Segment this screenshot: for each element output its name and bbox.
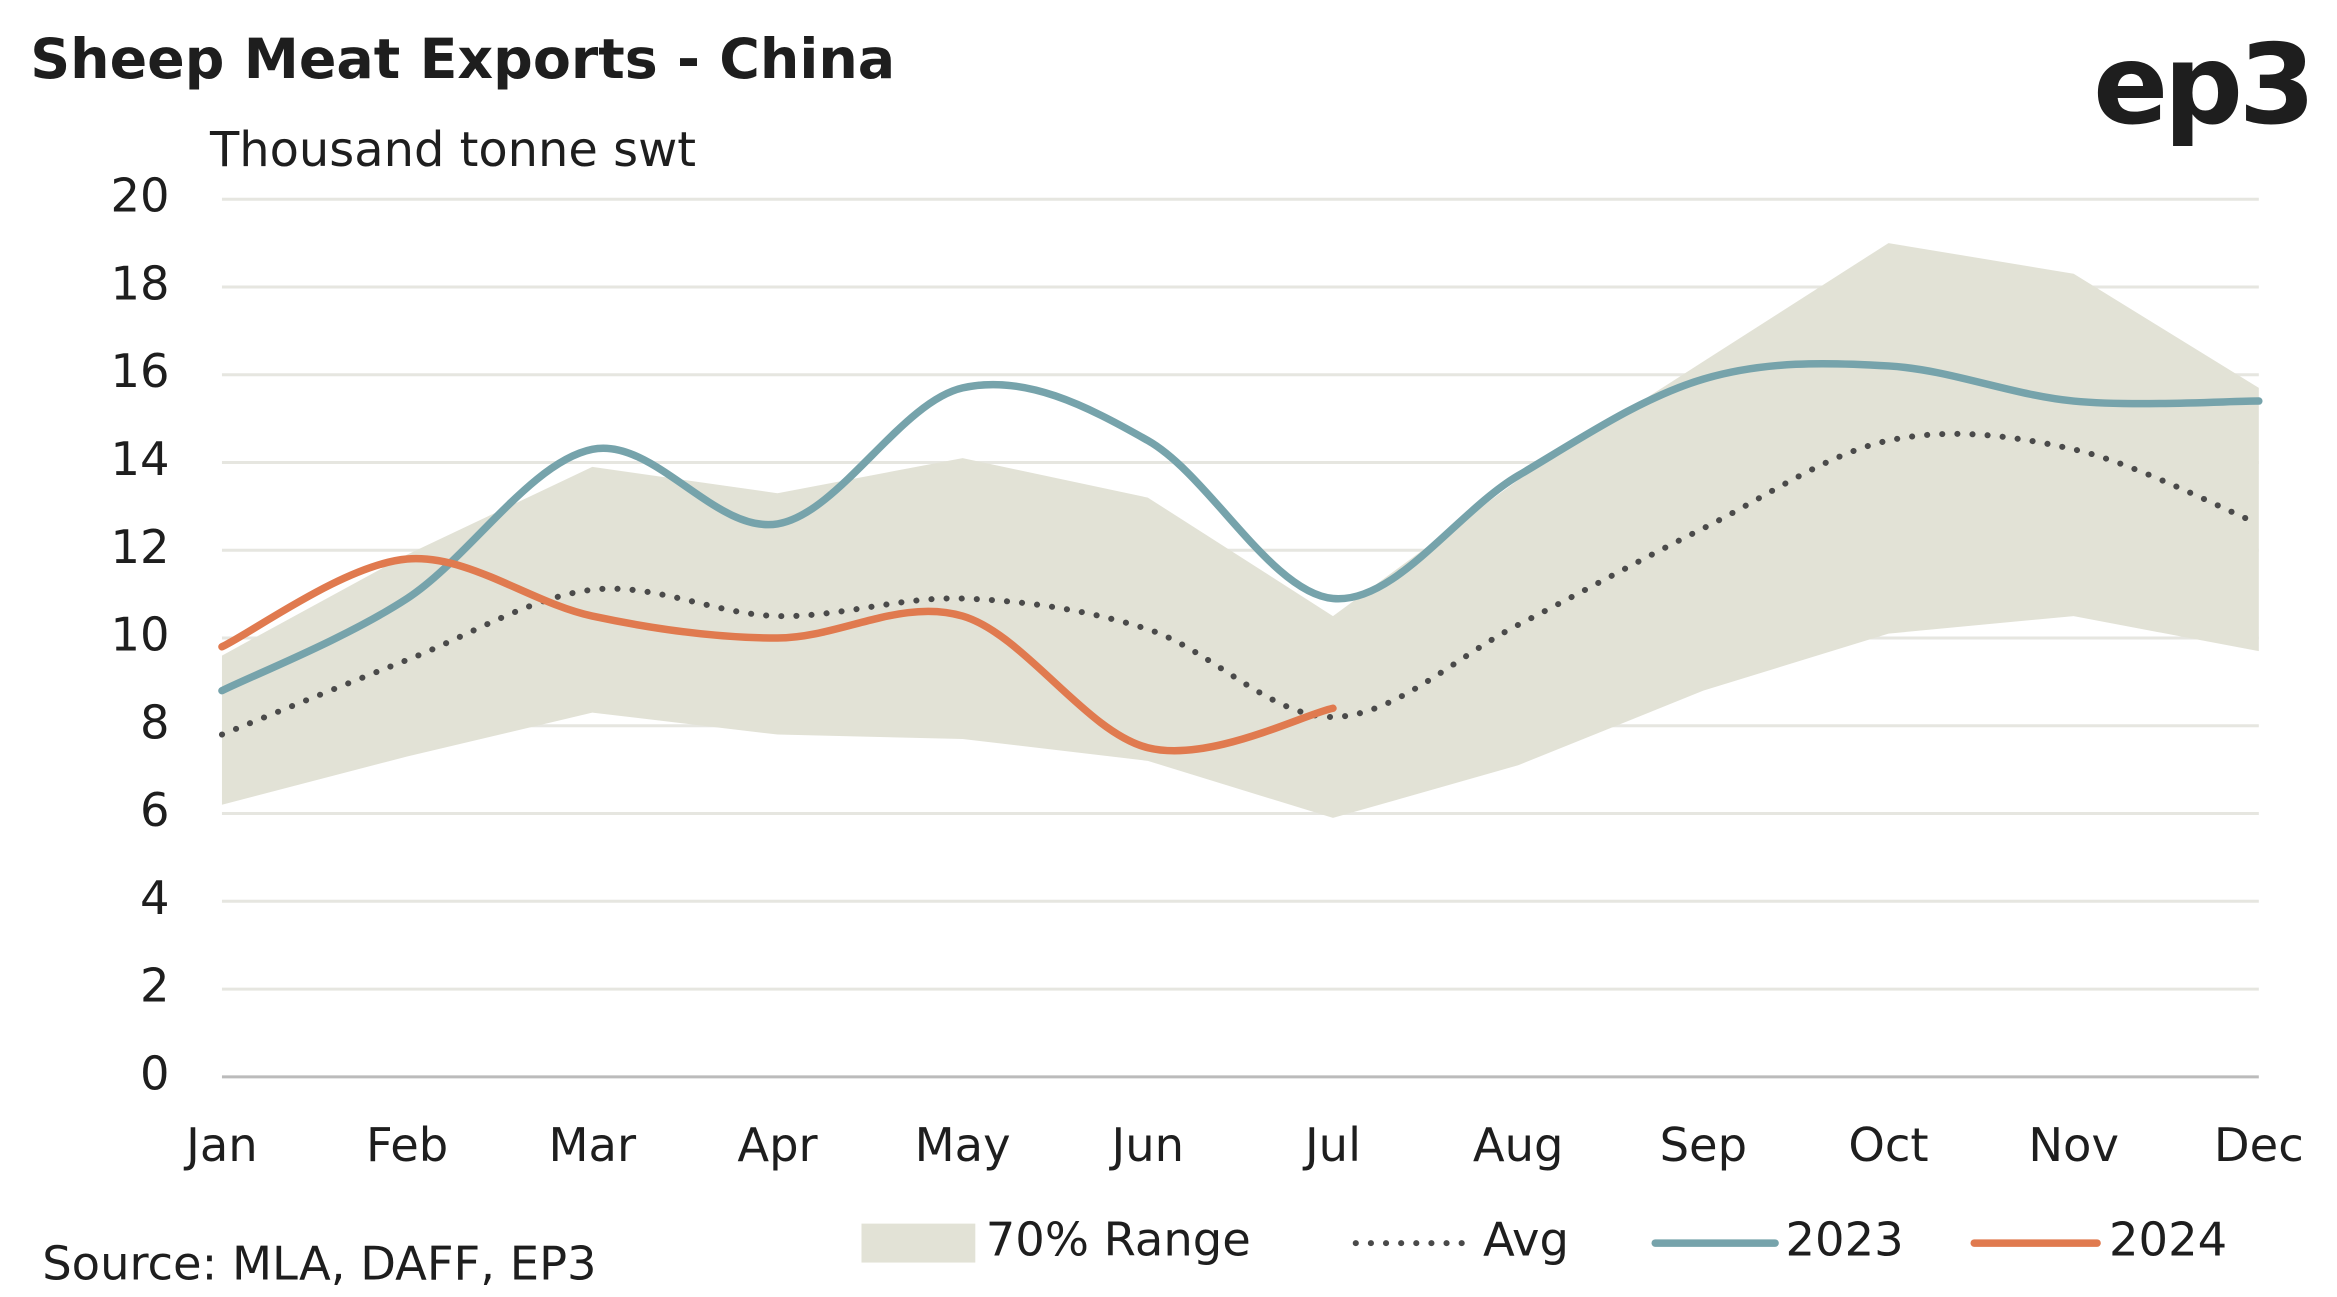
y-tick-label: 6 (140, 783, 170, 837)
x-tick-label: Apr (737, 1118, 818, 1172)
x-tick-label: May (915, 1118, 1011, 1172)
range-area (221, 243, 2259, 818)
legend-label: 2023 (1786, 1213, 1904, 1267)
y-tick-label: 0 (140, 1046, 170, 1100)
x-tick-label: Feb (366, 1118, 448, 1172)
x-tick-label: Dec (2214, 1118, 2304, 1172)
x-tick-label: Jun (1109, 1118, 1185, 1172)
y-tick-label: 14 (110, 432, 169, 486)
y-tick-label: 18 (110, 256, 169, 310)
series-line (218, 554, 1337, 755)
x-tick-label: Jan (183, 1118, 258, 1172)
source: Source: MLA, DAFF, EP3 (42, 1237, 596, 1291)
y-tick-label: 4 (140, 871, 170, 925)
logo: ep3 (2093, 21, 2311, 150)
series-line (218, 359, 2263, 695)
legend-swatch (861, 1223, 976, 1263)
x-tick-label: Nov (2028, 1118, 2119, 1172)
x-tick-label: Jul (1302, 1118, 1361, 1172)
x-tick-label: Aug (1473, 1118, 1564, 1172)
legend-label: Avg (1483, 1213, 1569, 1267)
y-tick-label: 10 (110, 608, 169, 662)
x-tick-label: Mar (549, 1118, 637, 1172)
x-tick-label: Oct (1848, 1118, 1928, 1172)
y-axis-label: Thousand tonne swt (209, 123, 696, 178)
y-tick-label: 8 (140, 695, 170, 749)
y-tick-label: 2 (140, 959, 170, 1013)
chart-title: Sheep Meat Exports - China (30, 28, 895, 92)
x-tick-label: Sep (1660, 1118, 1747, 1172)
y-tick-label: 20 (110, 169, 169, 223)
legend-label: 70% Range (986, 1213, 1251, 1267)
legend-label: 2024 (2109, 1213, 2227, 1267)
y-tick-label: 16 (110, 344, 169, 398)
y-tick-label: 12 (110, 520, 169, 574)
